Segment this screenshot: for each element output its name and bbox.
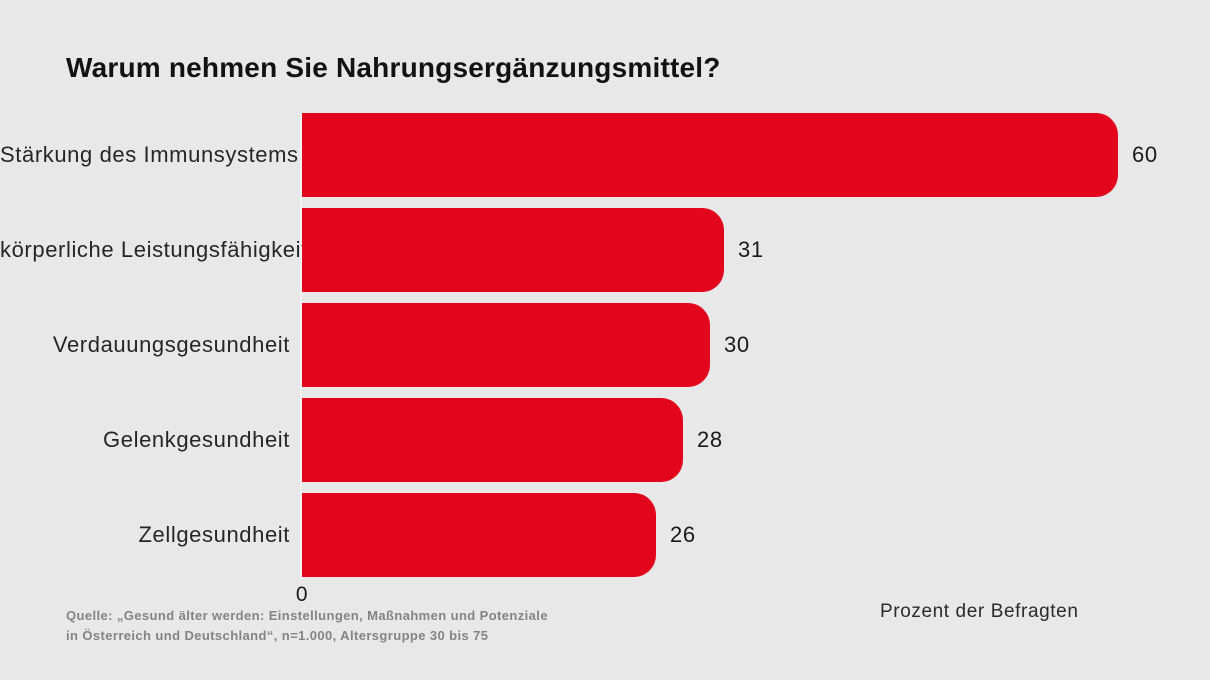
- chart-title: Warum nehmen Sie Nahrungsergänzungsmitte…: [66, 52, 721, 83]
- value-label: 60: [1132, 142, 1158, 167]
- category-label: Verdauungsgesundheit: [52, 332, 290, 357]
- value-label: 28: [697, 427, 723, 452]
- bar: [302, 398, 683, 482]
- bar-row: Verdauungsgesundheit 30: [0, 303, 1210, 387]
- x-axis-label: Prozent der Befragten: [880, 601, 1079, 622]
- source-line-1: Quelle: „Gesund älter werden: Einstellun…: [66, 608, 548, 623]
- bar: [302, 303, 710, 387]
- y-axis-line: [300, 110, 302, 580]
- bar-row: Stärkung des Immunsystems 60: [0, 113, 1210, 197]
- bar-row: Zellgesundheit 26: [0, 493, 1210, 577]
- category-label: Stärkung des Immunsystems: [0, 142, 299, 167]
- bar: [302, 113, 1118, 197]
- category-label: Zellgesundheit: [138, 522, 290, 547]
- bar: [302, 493, 656, 577]
- category-label: Gelenkgesundheit: [103, 427, 290, 452]
- bar: [302, 208, 724, 292]
- source-line-2: in Österreich und Deutschland“, n=1.000,…: [66, 628, 489, 643]
- bar-row: körperliche Leistungsfähigkeit 31: [0, 208, 1210, 292]
- x-axis-origin-tick: 0: [295, 583, 309, 606]
- value-label: 26: [670, 522, 696, 547]
- source-note: Quelle: „Gesund älter werden: Einstellun…: [66, 606, 548, 646]
- value-label: 31: [738, 237, 764, 262]
- value-label: 30: [724, 332, 750, 357]
- bar-row: Gelenkgesundheit 28: [0, 398, 1210, 482]
- category-label: körperliche Leistungsfähigkeit: [0, 237, 308, 262]
